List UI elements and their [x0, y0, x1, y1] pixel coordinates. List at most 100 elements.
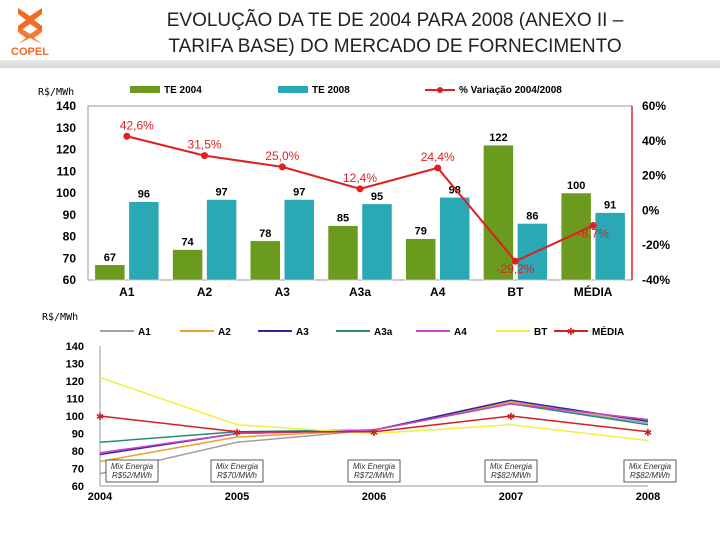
line-legend-label: MÉDIA	[592, 325, 624, 338]
copel-logo: COPEL	[4, 6, 56, 64]
media-point-marker: ✱	[96, 412, 104, 423]
bar-value-label: 97	[215, 187, 227, 199]
slide-title-line2: TARIFA BASE) DO MERCADO DE FORNECIMENTO	[168, 36, 622, 57]
bar-te2008	[594, 212, 626, 281]
bar-y-tick-label: 60	[63, 273, 77, 287]
bar-te2008	[128, 201, 160, 281]
bar-y-tick-label: 140	[56, 99, 76, 113]
mix-energia-title: Mix Energia	[111, 462, 154, 471]
line-legend-label: A1	[138, 327, 151, 338]
mix-energia-title: Mix Energia	[629, 462, 672, 471]
line-y-tick-label: 130	[66, 359, 84, 371]
bar-category-label: BT	[507, 285, 524, 299]
variation-point	[589, 222, 597, 230]
bar-legend-label: TE 2004	[164, 85, 202, 96]
bar-y2-tick-label: 60%	[642, 99, 666, 113]
line-legend-label: A2	[218, 327, 231, 338]
variation-point	[201, 152, 209, 160]
slide-title-line1: EVOLUÇÃO DA TE DE 2004 PARA 2008 (ANEXO …	[166, 10, 624, 31]
bar-te2004	[94, 264, 126, 281]
line-y-tick-label: 70	[72, 464, 84, 476]
line-chart: 60 70 80 90 100 110 120 130 140 2004 2005 2006 2007 2…	[66, 325, 677, 503]
bar-te2004	[172, 249, 203, 281]
bar-value-label: 86	[526, 210, 538, 222]
bar-value-label: 96	[138, 189, 150, 201]
bar-category-label: A1	[119, 285, 135, 299]
line-x-tick-label: 2007	[499, 491, 523, 503]
bar-category-label: A3a	[349, 285, 371, 299]
variation-point	[511, 257, 519, 265]
header-divider	[0, 60, 720, 68]
line-legend-label: BT	[534, 327, 547, 338]
mix-energia-title: Mix Energia	[353, 462, 396, 471]
bar-y-tick-label: 80	[63, 230, 77, 244]
bar-value-label: 97	[293, 187, 305, 199]
copel-logo-text: COPEL	[11, 46, 49, 58]
mix-energia-title: Mix Energia	[490, 462, 533, 471]
slide-title: EVOLUÇÃO DA TE DE 2004 PARA 2008 (ANEXO …	[80, 8, 710, 60]
mix-energia-box	[623, 459, 677, 483]
bar-legend-label: TE 2008	[312, 85, 350, 96]
bar-y-tick-label: 130	[56, 121, 76, 135]
bar-y-tick-label: 100	[56, 186, 76, 200]
bar-legend-label: % Variação 2004/2008	[459, 85, 562, 96]
mix-energia-box	[484, 459, 538, 483]
variation-label: 12,4%	[343, 171, 377, 185]
bar-te2008	[517, 223, 548, 281]
bar-value-label: 74	[181, 237, 194, 249]
bar-legend-marker	[437, 87, 443, 93]
mix-energia-box	[105, 459, 159, 483]
mix-energia-value: R$72/MWh	[354, 471, 395, 480]
line-x-tick-label: 2004	[88, 491, 113, 503]
variation-point	[278, 163, 286, 171]
bar-te2008	[439, 197, 470, 281]
line-series-bt	[99, 376, 649, 442]
bar-y-tick-label: 70	[63, 251, 77, 265]
media-point-marker: ✱	[644, 428, 652, 439]
bar-category-label: MÉDIA	[574, 284, 613, 299]
bar-te2004	[250, 240, 281, 281]
line-legend-label: A3	[296, 327, 309, 338]
line-y-tick-label: 90	[72, 429, 84, 441]
bar-te2008	[206, 199, 237, 281]
bar-value-label: 95	[371, 191, 383, 203]
copel-logo-icon	[18, 8, 42, 44]
bar-y2-tick-label: -20%	[642, 238, 670, 252]
bar-value-label: 67	[104, 252, 116, 264]
slide-header: COPEL EVOLUÇÃO DA TE DE 2004 PARA 2008 (…	[0, 0, 720, 68]
mix-energia-value: R$52/MWh	[112, 471, 153, 480]
line-y-tick-label: 110	[66, 394, 84, 406]
bar-y2-tick-label: 0%	[642, 203, 660, 217]
media-point-marker: ✱	[370, 428, 378, 439]
mix-energia-box	[347, 459, 401, 483]
bar-y2-tick-label: -40%	[642, 273, 670, 287]
variation-label: 42,6%	[120, 118, 154, 132]
line-x-tick-label: 2008	[636, 491, 660, 503]
line-legend-label: A4	[454, 327, 467, 338]
mix-energia-value: R$70/MWh	[217, 471, 258, 480]
line-y-tick-label: 140	[66, 341, 84, 353]
variation-label: -29,2%	[496, 262, 534, 276]
media-point-marker: ✱	[233, 428, 241, 439]
bar-value-label: 85	[337, 213, 349, 225]
bar-value-label: 122	[489, 132, 507, 144]
bar-category-label: A4	[430, 285, 446, 299]
variation-point	[434, 164, 442, 172]
mix-energia-value: R$82/MWh	[491, 471, 532, 480]
bar-chart-unit-label: R$/MWh	[38, 87, 75, 98]
bar-y-tick-label: 110	[57, 164, 77, 178]
variation-point	[356, 185, 364, 193]
line-series-média	[99, 415, 649, 433]
bar-legend-swatch	[130, 86, 160, 93]
line-legend-label: A3a	[374, 327, 393, 338]
line-y-tick-label: 120	[66, 376, 84, 388]
line-y-tick-label: 60	[72, 481, 84, 493]
bar-value-label: 78	[259, 228, 271, 240]
bar-te2004	[405, 238, 436, 281]
bar-te2008	[284, 199, 315, 281]
bar-y2-tick-label: 20%	[642, 169, 666, 183]
bar-te2008	[361, 203, 393, 281]
variation-label: 24,4%	[421, 150, 455, 164]
bar-te2004	[560, 192, 592, 281]
bar-y2-tick-label: 40%	[642, 134, 666, 148]
